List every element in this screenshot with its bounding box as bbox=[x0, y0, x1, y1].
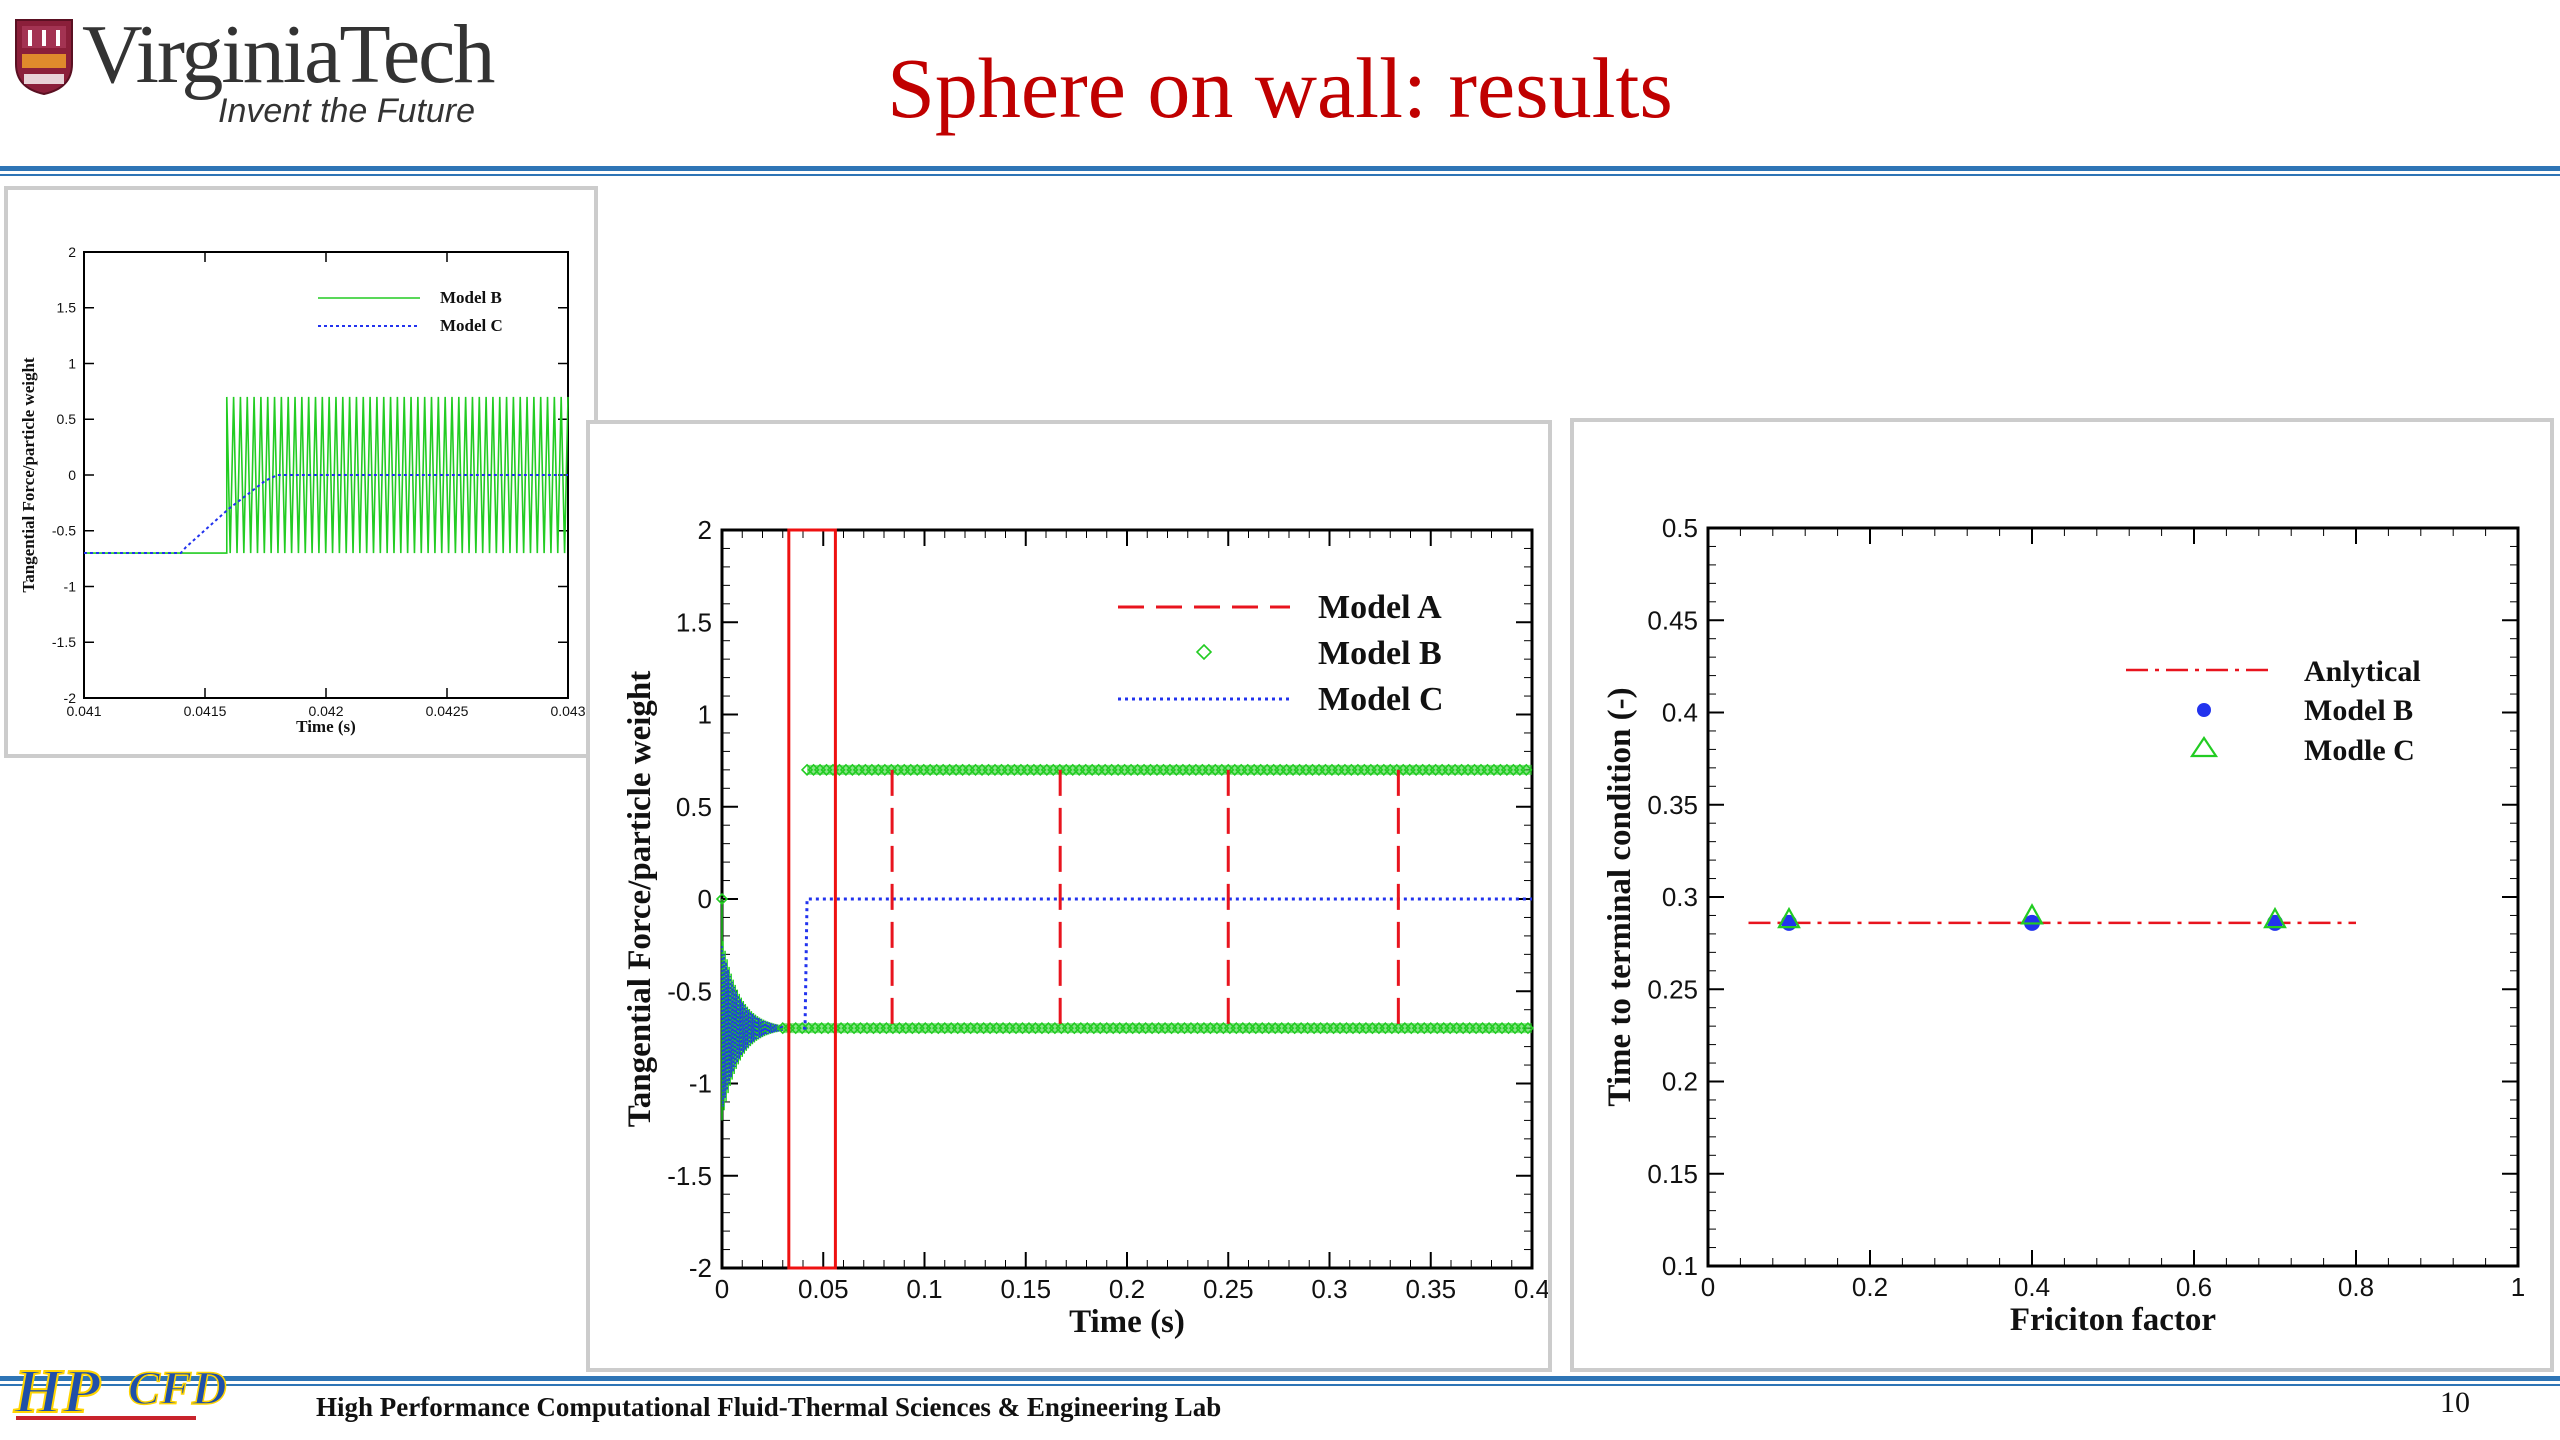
y-tick-label: -2 bbox=[689, 1253, 712, 1283]
y-tick-label: 0.5 bbox=[1662, 513, 1698, 543]
x-tick-label: 0.05 bbox=[798, 1274, 849, 1304]
highlight-box bbox=[787, 528, 837, 1270]
logo-tagline: Invent the Future bbox=[218, 92, 476, 130]
y-tick-label: 0.45 bbox=[1647, 605, 1698, 635]
y-tick-label: 0.25 bbox=[1647, 974, 1698, 1004]
right-chart: 0 0.2 0.4 0.6 0.8 1 0.1 0.15 0.2 0.25 0.3 0.35 0.4 0.… bbox=[1602, 513, 2525, 1338]
y-tick-label: 1.5 bbox=[57, 300, 77, 316]
y-tick-label: 2 bbox=[68, 244, 76, 260]
y-tick-label: -1.5 bbox=[667, 1161, 712, 1191]
y-tick-label: -1 bbox=[689, 1069, 712, 1099]
x-tick-label: 0 bbox=[715, 1274, 729, 1304]
hpcfd-logo-icon: HP CFD bbox=[12, 1358, 227, 1424]
y-tick-label: -0.5 bbox=[667, 976, 712, 1006]
footer-rule bbox=[0, 1376, 2560, 1381]
y-tick-label: 0.5 bbox=[57, 411, 77, 427]
x-tick-label: 1 bbox=[2511, 1272, 2525, 1302]
legend-model-b-swatch bbox=[2197, 703, 2211, 717]
y-tick-label: 0.3 bbox=[1662, 882, 1698, 912]
y-tick-label: 1.5 bbox=[676, 607, 712, 637]
legend-modle-c-swatch bbox=[2189, 736, 2219, 758]
x-tick-label: 0.3 bbox=[1311, 1274, 1347, 1304]
footer-rule-thin bbox=[0, 1384, 2560, 1386]
lab-name: High Performance Computational Fluid-The… bbox=[316, 1392, 1222, 1422]
series-modle-c-point bbox=[2263, 906, 2287, 929]
y-tick-label: -1.5 bbox=[52, 634, 76, 650]
legend-model-c-label: Model C bbox=[1318, 681, 1444, 718]
x-axis-label: Time (s) bbox=[296, 717, 356, 736]
series-model-c-line bbox=[84, 474, 568, 555]
right-chart-panel bbox=[1570, 418, 2554, 1372]
x-tick-label: 0.2 bbox=[1109, 1274, 1145, 1304]
slide-title: Sphere on wall: results bbox=[887, 40, 1673, 136]
legend-model-b-swatch bbox=[1195, 643, 1213, 661]
series-model-b-upper-marker bbox=[1520, 763, 1533, 776]
transient-model-c bbox=[721, 945, 784, 1107]
x-tick-label: 0.8 bbox=[2338, 1272, 2374, 1302]
series-model-b-lower-marker bbox=[1521, 1022, 1535, 1035]
y-axis-label: Time to terminal condition (-) bbox=[1602, 687, 1638, 1106]
header-rule-thin bbox=[0, 174, 2560, 176]
legend-model-b-label: Model B bbox=[440, 288, 502, 307]
page-number: 10 bbox=[2440, 1386, 2470, 1419]
x-tick-label: 0.35 bbox=[1405, 1274, 1456, 1304]
x-tick-label: 0.1 bbox=[906, 1274, 942, 1304]
legend-model-b-label: Model B bbox=[2304, 694, 2413, 727]
x-tick-label: 0.043 bbox=[550, 703, 585, 719]
y-axis-label: Tangential Force/particle weight bbox=[622, 671, 658, 1127]
y-tick-label: 0.35 bbox=[1647, 790, 1698, 820]
y-tick-label: 0 bbox=[68, 467, 76, 483]
x-tick-label: 0.4 bbox=[2014, 1272, 2050, 1302]
x-axis-label: Friciton factor bbox=[2010, 1302, 2216, 1338]
legend-analytical-label: Anlytical bbox=[2304, 655, 2421, 688]
series-model-b-line bbox=[84, 396, 569, 554]
x-tick-label: 0.2 bbox=[1852, 1272, 1888, 1302]
y-tick-label: 1 bbox=[698, 700, 712, 730]
x-tick-label: 0 bbox=[1701, 1272, 1715, 1302]
x-tick-label: 0.25 bbox=[1203, 1274, 1254, 1304]
series-modle-c-point bbox=[1777, 906, 1801, 929]
y-tick-label: 0.1 bbox=[1662, 1251, 1698, 1281]
y-axis-label: Tangential Force/particle weight bbox=[19, 357, 38, 592]
header-rule bbox=[0, 166, 2560, 171]
x-tick-label: 0.4 bbox=[1514, 1274, 1548, 1304]
y-tick-label: 0.5 bbox=[676, 792, 712, 822]
main-chart-panel bbox=[586, 420, 1552, 1372]
x-tick-label: 0.0425 bbox=[426, 703, 469, 719]
virginia-tech-logo-shield-icon bbox=[15, 19, 73, 96]
y-tick-label: -0.5 bbox=[52, 523, 76, 539]
y-tick-label: 2 bbox=[698, 515, 712, 545]
x-tick-label: 0.15 bbox=[1000, 1274, 1051, 1304]
x-tick-label: 0.6 bbox=[2176, 1272, 2212, 1302]
legend-model-b-label: Model B bbox=[1318, 635, 1442, 672]
y-tick-label: 0 bbox=[698, 884, 712, 914]
series-modle-c-point bbox=[2020, 903, 2044, 925]
svg-text:HP: HP bbox=[13, 1358, 101, 1424]
plot-frame bbox=[1706, 526, 2520, 1268]
y-tick-label: 0.15 bbox=[1647, 1159, 1698, 1189]
y-tick-label: 0.4 bbox=[1662, 698, 1698, 728]
svg-text:CFD: CFD bbox=[128, 1362, 227, 1415]
main-chart: 0 0.05 0.1 0.15 0.2 0.25 0.3 0.35 0.4 -2 -1.5 -1 -0.… bbox=[622, 515, 1548, 1340]
x-tick-label: 0.042 bbox=[308, 703, 343, 719]
legend-modle-c-label: Modle C bbox=[2304, 734, 2415, 767]
logo-name: VirginiaTech bbox=[82, 8, 495, 101]
x-tick-label: 0.041 bbox=[66, 703, 101, 719]
y-tick-label: -1 bbox=[64, 578, 77, 594]
legend-model-c-label: Model C bbox=[440, 316, 503, 335]
series-model-b-marker-origin bbox=[715, 892, 729, 906]
x-tick-label: 0.0415 bbox=[184, 703, 227, 719]
inset-chart: 0.041 0.0415 0.042 0.0425 0.043 -2 -1.5 -1 -0.5 0… bbox=[19, 244, 586, 736]
legend-model-a-label: Model A bbox=[1318, 589, 1442, 626]
x-axis-label: Time (s) bbox=[1069, 1304, 1185, 1340]
y-tick-label: 0.2 bbox=[1662, 1067, 1698, 1097]
y-tick-label: -2 bbox=[64, 690, 77, 706]
y-tick-label: 1 bbox=[68, 355, 76, 371]
series-model-c-line bbox=[803, 897, 1532, 1030]
